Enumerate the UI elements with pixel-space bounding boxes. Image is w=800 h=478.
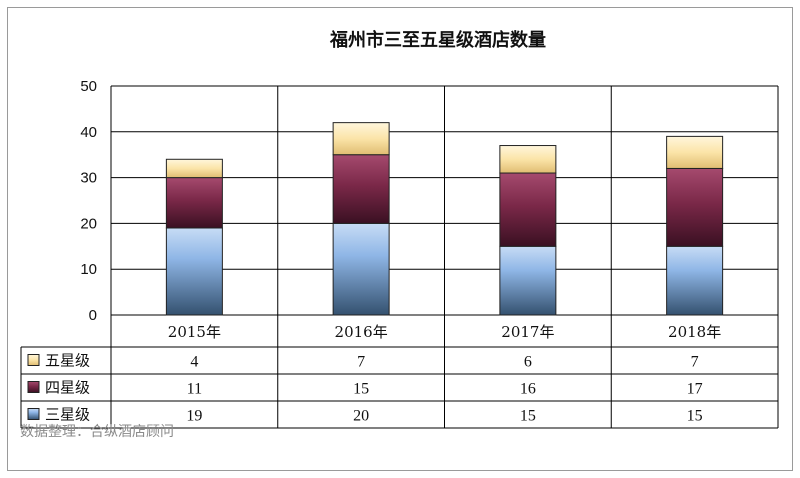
category-label: 2015年	[168, 323, 221, 341]
legend-label: 三星级	[45, 406, 90, 424]
legend-swatch	[27, 381, 40, 393]
data-label: 16	[520, 381, 536, 398]
data-label: 20	[353, 408, 369, 425]
category-label: 2016年	[335, 323, 388, 341]
y-tick-label: 40	[80, 124, 97, 141]
y-tick-label: 10	[80, 261, 97, 278]
data-label: 17	[687, 381, 703, 398]
bar-segment	[332, 154, 390, 224]
bar-segment	[499, 172, 557, 247]
bar-segment	[165, 177, 223, 229]
y-tick-label: 20	[80, 215, 97, 232]
bar-segment	[499, 145, 557, 174]
category-label: 2018年	[668, 323, 721, 341]
source-note: 数据整理：合纵酒店顾问	[20, 424, 174, 440]
legend-swatch	[27, 408, 40, 420]
data-label: 7	[357, 354, 365, 371]
data-label: 4	[190, 354, 198, 371]
bar-segment	[666, 135, 724, 169]
y-axis-tick-labels: 0 10 20 30 40 50	[80, 78, 97, 324]
bar-segment	[332, 122, 390, 156]
chart-frame: 福州市三至五星级酒店数量 0 10 20 30 40 50 2015年 2016年 2017年…	[7, 7, 793, 471]
stacked-bar-chart: 福州市三至五星级酒店数量 0 10 20 30 40 50 2015年 2016年 2017年…	[20, 29, 779, 440]
data-label: 6	[524, 354, 532, 371]
data-label: 15	[520, 408, 536, 425]
chart-title: 福州市三至五星级酒店数量	[329, 29, 546, 51]
y-tick-label: 0	[89, 307, 97, 324]
legend-label: 四星级	[45, 379, 90, 397]
bar-segment	[499, 245, 557, 316]
data-label: 7	[691, 354, 699, 371]
data-label: 11	[187, 381, 202, 398]
data-label: 15	[687, 408, 703, 425]
y-tick-label: 50	[80, 78, 97, 95]
legend-label: 五星级	[45, 352, 90, 370]
data-label: 15	[353, 381, 369, 398]
bar-segment	[332, 222, 390, 316]
bar-segment	[666, 245, 724, 316]
bars	[165, 122, 724, 316]
bar-segment	[165, 158, 223, 179]
bar-segment	[666, 167, 724, 247]
y-tick-label: 30	[80, 170, 97, 187]
data-label: 19	[186, 408, 202, 425]
bar-segment	[165, 227, 223, 316]
legend-swatch	[27, 354, 40, 366]
category-label: 2017年	[501, 323, 554, 341]
